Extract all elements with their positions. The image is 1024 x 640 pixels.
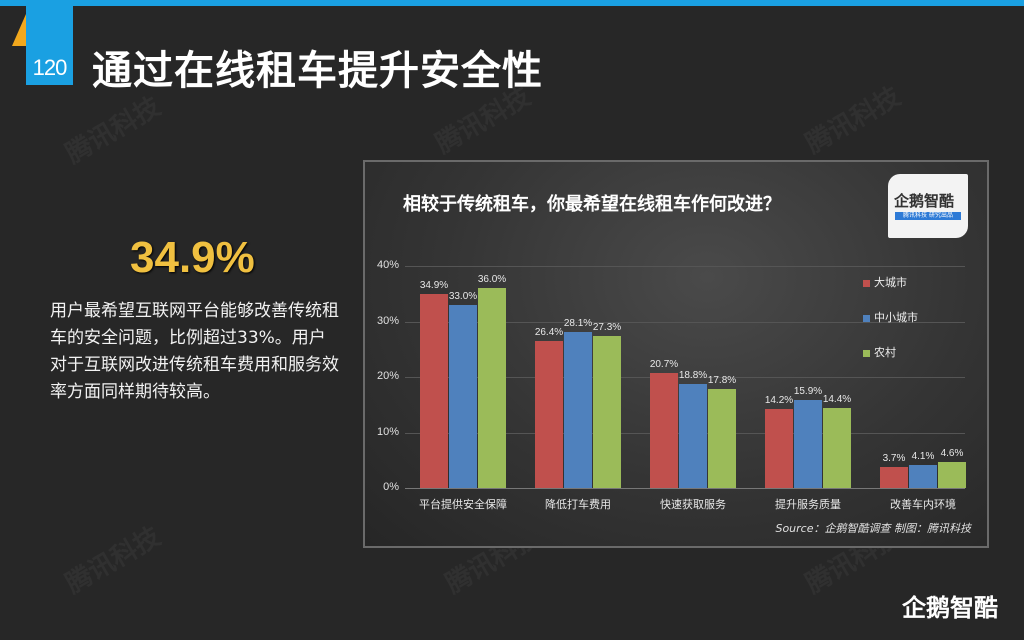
bar-农村 (478, 288, 506, 488)
bar-大城市 (535, 341, 563, 488)
data-label: 15.9% (793, 385, 823, 397)
bar-中小城市 (794, 399, 822, 488)
data-label: 14.4% (822, 394, 852, 406)
bar-农村 (708, 389, 736, 488)
brand-logo-card: 企鹅智酷 腾讯科技 研究出品 (888, 174, 968, 238)
data-label: 17.8% (707, 375, 737, 387)
chart-title: 相较于传统租车，你最希望在线租车作何改进？ (403, 194, 781, 215)
legend-item: 中小城市 (863, 309, 918, 325)
data-label: 3.7% (882, 453, 906, 465)
data-label: 33.0% (448, 290, 478, 302)
data-label: 18.8% (678, 369, 708, 381)
chart-source: Source：企鹅智酷调查 制图：腾讯科技 (775, 522, 971, 535)
bar-大城市 (765, 409, 793, 488)
page-title: 通过在线租车提升安全性 (92, 48, 543, 94)
legend-swatch-icon (863, 314, 870, 322)
data-label: 14.2% (764, 395, 794, 407)
bar-大城市 (880, 467, 908, 488)
y-axis-tick-label: 30% (376, 314, 399, 327)
x-axis-category-label: 改善车内环境 (890, 498, 956, 511)
bar-农村 (938, 462, 966, 488)
data-label: 36.0% (477, 274, 507, 286)
legend-swatch-icon (863, 349, 870, 357)
gridline (405, 377, 965, 378)
bar-chart: 0% 10% 20% 30% 40% 34.9% 33.0% 36.0% 平台提供安全保障 26.… (365, 162, 987, 546)
data-label: 4.6% (940, 448, 964, 460)
page-number: 120 (32, 55, 68, 80)
watermark: 腾讯科技 (58, 86, 167, 170)
x-axis-category-label: 提升服务质量 (775, 498, 841, 511)
bar-大城市 (650, 373, 678, 488)
legend-item: 农村 (863, 344, 896, 360)
watermark: 腾讯科技 (798, 76, 907, 160)
highlight-description: 用户最希望互联网平台能够改善传统租车的安全问题，比例超过33%。用户对于互联网改… (50, 301, 339, 402)
data-label: 20.7% (649, 359, 679, 371)
x-axis-category-label: 平台提供安全保障 (419, 498, 507, 511)
top-accent-bar (0, 0, 1024, 6)
logo-name: 企鹅智酷 (894, 192, 955, 210)
page-number-tab: 120 (26, 0, 73, 85)
watermark: 腾讯科技 (58, 516, 167, 600)
data-label: 28.1% (563, 318, 593, 330)
corner-triangle-decoration (12, 14, 26, 46)
data-label: 27.3% (592, 322, 622, 334)
logo-subtitle: 腾讯科技 研究出品 (895, 212, 961, 220)
legend-label: 中小城市 (874, 311, 918, 324)
y-axis-tick-label: 0% (383, 481, 399, 493)
gridline (405, 321, 965, 323)
bar-中小城市 (909, 465, 937, 488)
bar-中小城市 (564, 332, 592, 488)
bar-中小城市 (679, 383, 707, 488)
y-axis-tick-label: 40% (376, 259, 399, 271)
chart-panel: 相较于传统租车，你最希望在线租车作何改进？ 企鹅智酷 腾讯科技 研究出品 0% 1… (363, 160, 989, 548)
legend-item: 大城市 (863, 274, 907, 290)
y-axis-tick-label: 20% (376, 370, 399, 382)
data-label: 34.9% (419, 280, 449, 292)
x-axis-category-label: 快速获取服务 (660, 498, 726, 511)
data-label: 4.1% (911, 451, 935, 463)
y-axis-tick-label: 10% (376, 425, 399, 438)
legend-label: 农村 (874, 346, 896, 359)
data-label: 26.4% (534, 327, 564, 339)
footer-brand-logo: 企鹅智酷 (902, 594, 998, 622)
x-axis-category-label: 降低打车费用 (545, 498, 611, 511)
x-axis-line (405, 488, 965, 489)
bar-大城市 (420, 294, 448, 488)
bar-农村 (823, 408, 851, 488)
legend-label: 大城市 (874, 276, 907, 289)
bar-农村 (593, 336, 621, 488)
gridline (405, 266, 965, 267)
legend-swatch-icon (863, 279, 870, 287)
highlight-value: 34.9% (130, 233, 255, 282)
bar-中小城市 (449, 304, 477, 488)
